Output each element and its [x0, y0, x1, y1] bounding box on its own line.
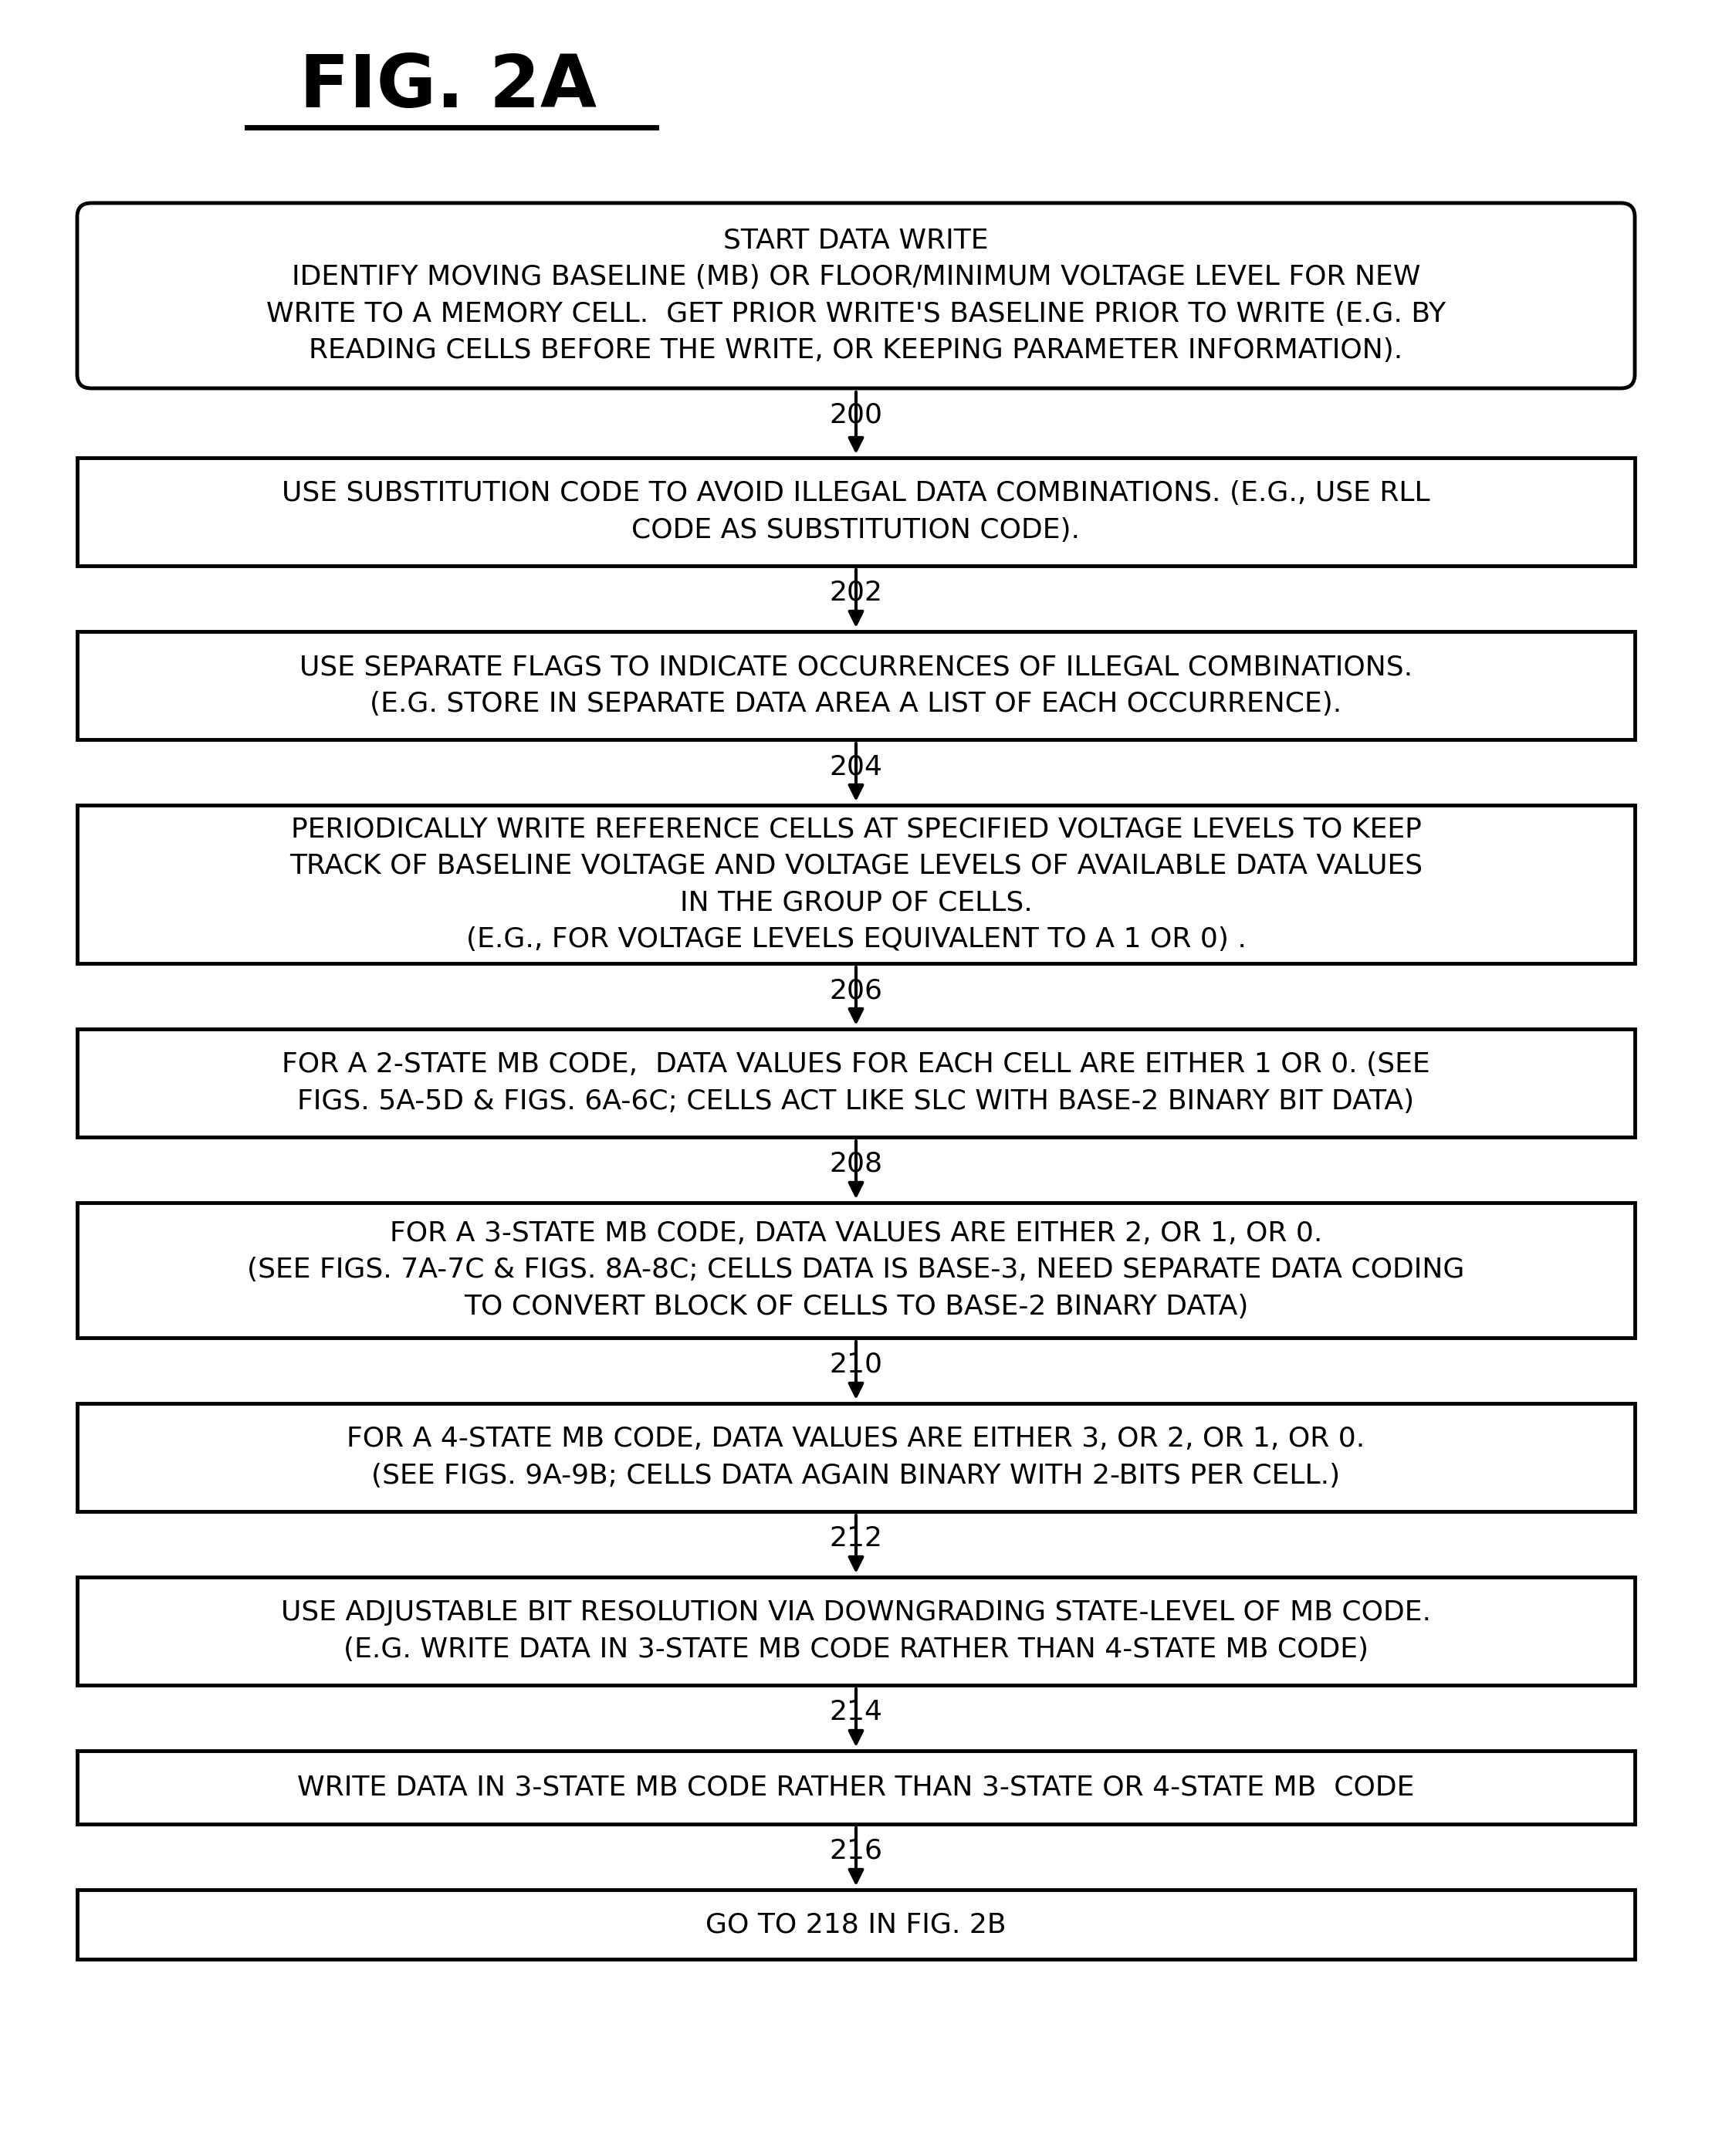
FancyBboxPatch shape — [77, 1203, 1635, 1337]
FancyBboxPatch shape — [77, 457, 1635, 565]
FancyBboxPatch shape — [77, 1404, 1635, 1511]
Text: WRITE DATA IN 3-STATE MB CODE RATHER THAN 3-STATE OR 4-STATE MB  CODE: WRITE DATA IN 3-STATE MB CODE RATHER THA… — [298, 1774, 1414, 1800]
FancyBboxPatch shape — [77, 632, 1635, 740]
Text: START DATA WRITE
IDENTIFY MOVING BASELINE (MB) OR FLOOR/MINIMUM VOLTAGE LEVEL FO: START DATA WRITE IDENTIFY MOVING BASELIN… — [267, 229, 1445, 364]
Text: 206: 206 — [829, 977, 883, 1003]
Text: 216: 216 — [829, 1837, 883, 1865]
Text: FOR A 2-STATE MB CODE,  DATA VALUES FOR EACH CELL ARE EITHER 1 OR 0. (SEE
FIGS. : FOR A 2-STATE MB CODE, DATA VALUES FOR E… — [282, 1052, 1430, 1115]
Text: PERIODICALLY WRITE REFERENCE CELLS AT SPECIFIED VOLTAGE LEVELS TO KEEP
TRACK OF : PERIODICALLY WRITE REFERENCE CELLS AT SP… — [289, 817, 1423, 953]
Text: FOR A 4-STATE MB CODE, DATA VALUES ARE EITHER 3, OR 2, OR 1, OR 0.
(SEE FIGS. 9A: FOR A 4-STATE MB CODE, DATA VALUES ARE E… — [348, 1425, 1364, 1490]
Text: USE SUBSTITUTION CODE TO AVOID ILLEGAL DATA COMBINATIONS. (E.G., USE RLL
CODE AS: USE SUBSTITUTION CODE TO AVOID ILLEGAL D… — [282, 481, 1430, 543]
FancyBboxPatch shape — [77, 1751, 1635, 1824]
Text: 208: 208 — [829, 1151, 883, 1177]
Text: 210: 210 — [829, 1352, 883, 1378]
Text: USE SEPARATE FLAGS TO INDICATE OCCURRENCES OF ILLEGAL COMBINATIONS.
(E.G. STORE : USE SEPARATE FLAGS TO INDICATE OCCURRENC… — [300, 653, 1412, 718]
Text: 204: 204 — [829, 752, 883, 780]
Text: 202: 202 — [829, 580, 883, 606]
FancyBboxPatch shape — [77, 203, 1635, 388]
FancyBboxPatch shape — [77, 1576, 1635, 1686]
FancyBboxPatch shape — [77, 804, 1635, 964]
Text: FIG. 2A: FIG. 2A — [300, 52, 596, 123]
Text: 200: 200 — [829, 403, 883, 429]
FancyBboxPatch shape — [77, 1028, 1635, 1136]
Text: FOR A 3-STATE MB CODE, DATA VALUES ARE EITHER 2, OR 1, OR 0.
(SEE FIGS. 7A-7C & : FOR A 3-STATE MB CODE, DATA VALUES ARE E… — [247, 1220, 1465, 1319]
Text: 214: 214 — [829, 1699, 883, 1725]
FancyBboxPatch shape — [77, 1889, 1635, 1960]
Text: USE ADJUSTABLE BIT RESOLUTION VIA DOWNGRADING STATE-LEVEL OF MB CODE.
(E.G. WRIT: USE ADJUSTABLE BIT RESOLUTION VIA DOWNGR… — [281, 1600, 1431, 1662]
Text: 212: 212 — [829, 1524, 883, 1552]
Text: GO TO 218 IN FIG. 2B: GO TO 218 IN FIG. 2B — [705, 1912, 1007, 1938]
